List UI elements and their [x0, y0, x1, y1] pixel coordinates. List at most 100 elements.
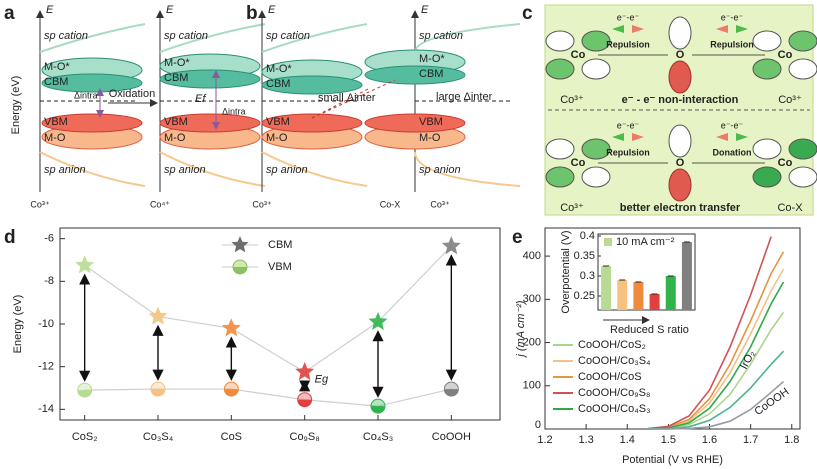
- label: M-O: [266, 132, 288, 144]
- label: M-O*: [164, 57, 190, 69]
- legend-label: CoOOH/CoS₂: [578, 339, 646, 351]
- x-tick-label: CoS: [221, 431, 242, 443]
- cbm-marker: [441, 236, 461, 255]
- x-axis-label: Reduced S ratio: [610, 324, 689, 336]
- d-orbital: [581, 138, 611, 160]
- label: Co³⁺: [252, 199, 272, 209]
- bar: [681, 242, 692, 310]
- label: CBM: [44, 76, 68, 88]
- p-orbital: [668, 16, 692, 50]
- label: M-O*: [44, 61, 70, 73]
- d-orbital: [545, 166, 575, 188]
- arrow-red: [632, 133, 644, 141]
- vbm-marker: [370, 398, 386, 414]
- inter-gap: [311, 87, 371, 119]
- label: Co-X: [380, 199, 401, 209]
- label: VBM: [44, 116, 68, 128]
- annotation: Eg: [315, 374, 329, 386]
- legend-marker: [231, 236, 249, 253]
- label: VBM: [419, 116, 443, 128]
- d-orbital: [581, 166, 611, 188]
- series-line: [647, 350, 785, 430]
- marker-fill: [444, 389, 459, 397]
- series-line: [647, 236, 772, 430]
- y-tick-label: 400: [523, 250, 541, 262]
- arrow-red: [632, 25, 644, 33]
- legend-label: CoOOH/Co₃S₄: [578, 355, 651, 367]
- d-orbital: [752, 58, 782, 80]
- y-tick-label: 0.3: [580, 270, 595, 282]
- label: M-O*: [266, 63, 292, 75]
- label: M-O*: [419, 53, 445, 65]
- d-orbital: [545, 30, 575, 52]
- label: Δintra: [74, 90, 98, 100]
- label: M-O: [44, 132, 66, 144]
- arrow-red: [716, 133, 728, 141]
- bar: [601, 266, 612, 310]
- bar: [617, 280, 628, 310]
- label: VBM: [164, 116, 188, 128]
- label: d: [4, 227, 16, 248]
- label: c: [522, 3, 533, 24]
- label: sp cation: [164, 30, 208, 42]
- sp-anion-band: [414, 151, 521, 187]
- vbm-band: [261, 113, 363, 133]
- x-axis-label: Potential (V vs RHE): [622, 454, 723, 466]
- cbm-marker: [221, 318, 241, 337]
- label: Co: [778, 157, 793, 169]
- marker-fill: [224, 389, 239, 397]
- marker-fill: [151, 389, 165, 397]
- p-orbital: [668, 124, 692, 158]
- d-orbital: [545, 58, 575, 80]
- label: e: [512, 227, 523, 248]
- label: sp cation: [419, 30, 463, 42]
- d-orbital: [788, 58, 817, 80]
- label: better electron transfer: [620, 202, 741, 214]
- y-axis-label: j (mA cm⁻²): [515, 300, 527, 358]
- cbm-band: [261, 75, 363, 95]
- sp-cation-band: [159, 23, 266, 53]
- y-tick-label: -14: [38, 403, 54, 415]
- legend-swatch: [604, 238, 612, 246]
- label: Δintra: [222, 106, 246, 116]
- x-tick-label: 1.6: [702, 434, 717, 446]
- x-tick-label: 1.8: [784, 434, 799, 446]
- arrow-green: [736, 133, 748, 141]
- label: sp cation: [266, 30, 310, 42]
- x-tick-label: Co₃S₄: [143, 431, 174, 443]
- label: CBM: [164, 72, 188, 84]
- series-line: [84, 245, 452, 373]
- label: Ef: [195, 93, 206, 105]
- p-orbital: [668, 168, 692, 202]
- label: Co: [778, 49, 793, 61]
- label: e⁻-e⁻: [617, 12, 640, 22]
- d-orbital: [545, 138, 575, 160]
- vbm-band: [41, 113, 143, 133]
- label: sp anion: [419, 164, 461, 176]
- label: M-O: [164, 132, 186, 144]
- cbm-marker: [368, 311, 388, 330]
- x-tick-label: CoOOH: [432, 431, 471, 443]
- label: Repulsion: [606, 39, 650, 49]
- marker-fill: [297, 399, 312, 407]
- x-tick-label: Co₉S₈: [290, 431, 320, 443]
- series-line: [84, 388, 452, 407]
- label: Co³⁺: [30, 199, 50, 209]
- label: O: [676, 49, 685, 61]
- y-tick-label: 300: [523, 293, 541, 305]
- label: Energy (eV): [10, 76, 22, 135]
- arrow-green: [612, 25, 624, 33]
- x-tick-label: 1.2: [537, 434, 552, 446]
- x-tick-label: CoS₂: [72, 431, 98, 443]
- y-tick-label: -12: [38, 361, 54, 373]
- label: e⁻-e⁻: [721, 120, 744, 130]
- label: sp anion: [266, 164, 308, 176]
- series-line: [647, 281, 785, 430]
- y-tick-label: 0.4: [580, 230, 595, 242]
- plot-frame: [59, 227, 501, 421]
- label: Repulsion: [606, 147, 650, 157]
- label: VBM: [266, 116, 290, 128]
- label: Donation: [713, 147, 752, 157]
- series-line: [647, 251, 785, 430]
